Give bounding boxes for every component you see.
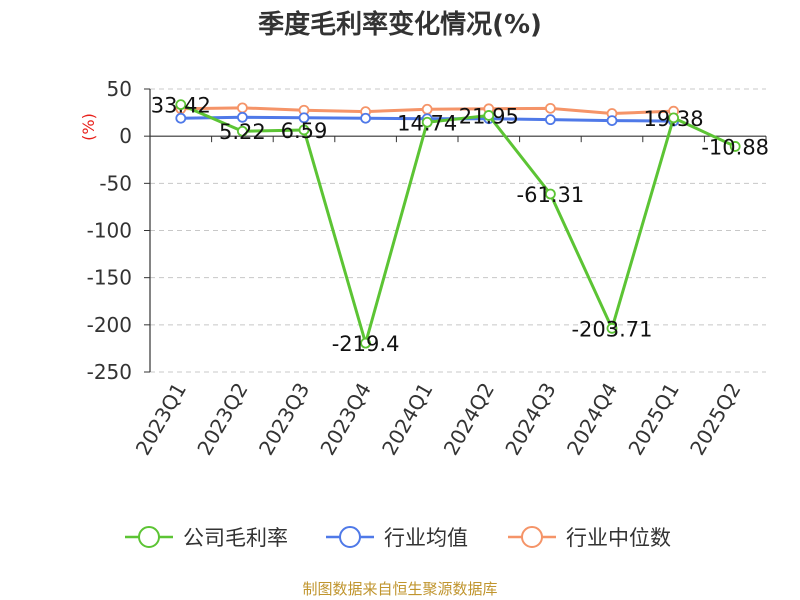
legend-swatch-marker bbox=[521, 526, 543, 548]
data-label-layer: 33.42 5.22 6.59 -219.4 14.74 21.95 -61.31 -203.… bbox=[151, 94, 769, 356]
series-line bbox=[180, 103, 736, 345]
x-tick-label: 2023Q2 bbox=[192, 379, 252, 460]
legend-label: 行业均值 bbox=[384, 526, 468, 550]
data-point bbox=[360, 337, 372, 349]
x-tick-label: 2023Q1 bbox=[131, 379, 191, 460]
y-axis-unit-label: (%) bbox=[79, 113, 98, 141]
data-point bbox=[175, 112, 187, 124]
data-point bbox=[606, 115, 618, 127]
data-label: -61.31 bbox=[517, 183, 585, 207]
data-label: -203.71 bbox=[571, 317, 652, 341]
x-tick-label: 2025Q1 bbox=[623, 379, 683, 460]
y-tick-label: 0 bbox=[119, 124, 132, 148]
x-tick-label: 2024Q4 bbox=[562, 379, 622, 460]
data-label: 6.59 bbox=[281, 119, 328, 143]
data-point bbox=[421, 116, 433, 128]
legend-swatch-marker bbox=[339, 526, 361, 548]
y-tick-label: 50 bbox=[107, 77, 132, 101]
x-tick-label: 2024Q2 bbox=[439, 379, 499, 460]
y-tick-label: -100 bbox=[87, 219, 132, 243]
x-tick-label: 2024Q1 bbox=[377, 379, 437, 460]
legend: 公司毛利率 行业均值 行业中位数 bbox=[125, 526, 671, 550]
data-point bbox=[360, 112, 372, 124]
data-point bbox=[729, 141, 741, 152]
data-label: 19.38 bbox=[644, 107, 704, 131]
legend-swatch-marker bbox=[138, 526, 160, 548]
data-label: 14.74 bbox=[397, 111, 457, 135]
legend-label: 公司毛利率 bbox=[183, 526, 288, 550]
x-tick-label: 2023Q4 bbox=[315, 379, 375, 460]
y-tick-label: -50 bbox=[99, 171, 132, 195]
data-point bbox=[236, 111, 248, 123]
data-point bbox=[236, 125, 248, 137]
y-tick-label: -250 bbox=[87, 360, 132, 384]
legend-item: 公司毛利率 bbox=[125, 526, 288, 550]
grid-layer bbox=[150, 88, 766, 373]
data-point bbox=[236, 102, 248, 114]
source-note: 制图数据来自恒生聚源数据库 bbox=[302, 580, 498, 598]
chart-title: 季度毛利率变化情况(%) bbox=[258, 10, 542, 40]
legend-label: 行业中位数 bbox=[566, 526, 671, 550]
data-label: 5.22 bbox=[219, 120, 266, 144]
legend-item: 行业中位数 bbox=[508, 526, 671, 550]
legend-item: 行业均值 bbox=[326, 526, 468, 550]
data-point bbox=[545, 114, 556, 126]
data-label: 33.42 bbox=[151, 94, 211, 118]
data-point bbox=[668, 112, 679, 124]
y-tick-label: -150 bbox=[87, 266, 132, 290]
data-label: -10.88 bbox=[701, 135, 769, 159]
series-layer bbox=[175, 99, 741, 349]
data-label: 21.95 bbox=[459, 104, 519, 128]
data-point bbox=[298, 124, 310, 136]
x-tick-label: 2025Q2 bbox=[685, 379, 745, 460]
data-point bbox=[298, 112, 310, 124]
data-point bbox=[606, 322, 618, 334]
data-point bbox=[483, 110, 495, 121]
data-label: -219.4 bbox=[332, 332, 400, 356]
data-point bbox=[545, 102, 556, 114]
x-tick-label: 2023Q3 bbox=[254, 379, 314, 460]
data-point bbox=[175, 99, 187, 111]
y-tick-label: -200 bbox=[87, 313, 132, 337]
data-point bbox=[545, 188, 556, 200]
x-tick-label: 2024Q3 bbox=[500, 379, 560, 460]
